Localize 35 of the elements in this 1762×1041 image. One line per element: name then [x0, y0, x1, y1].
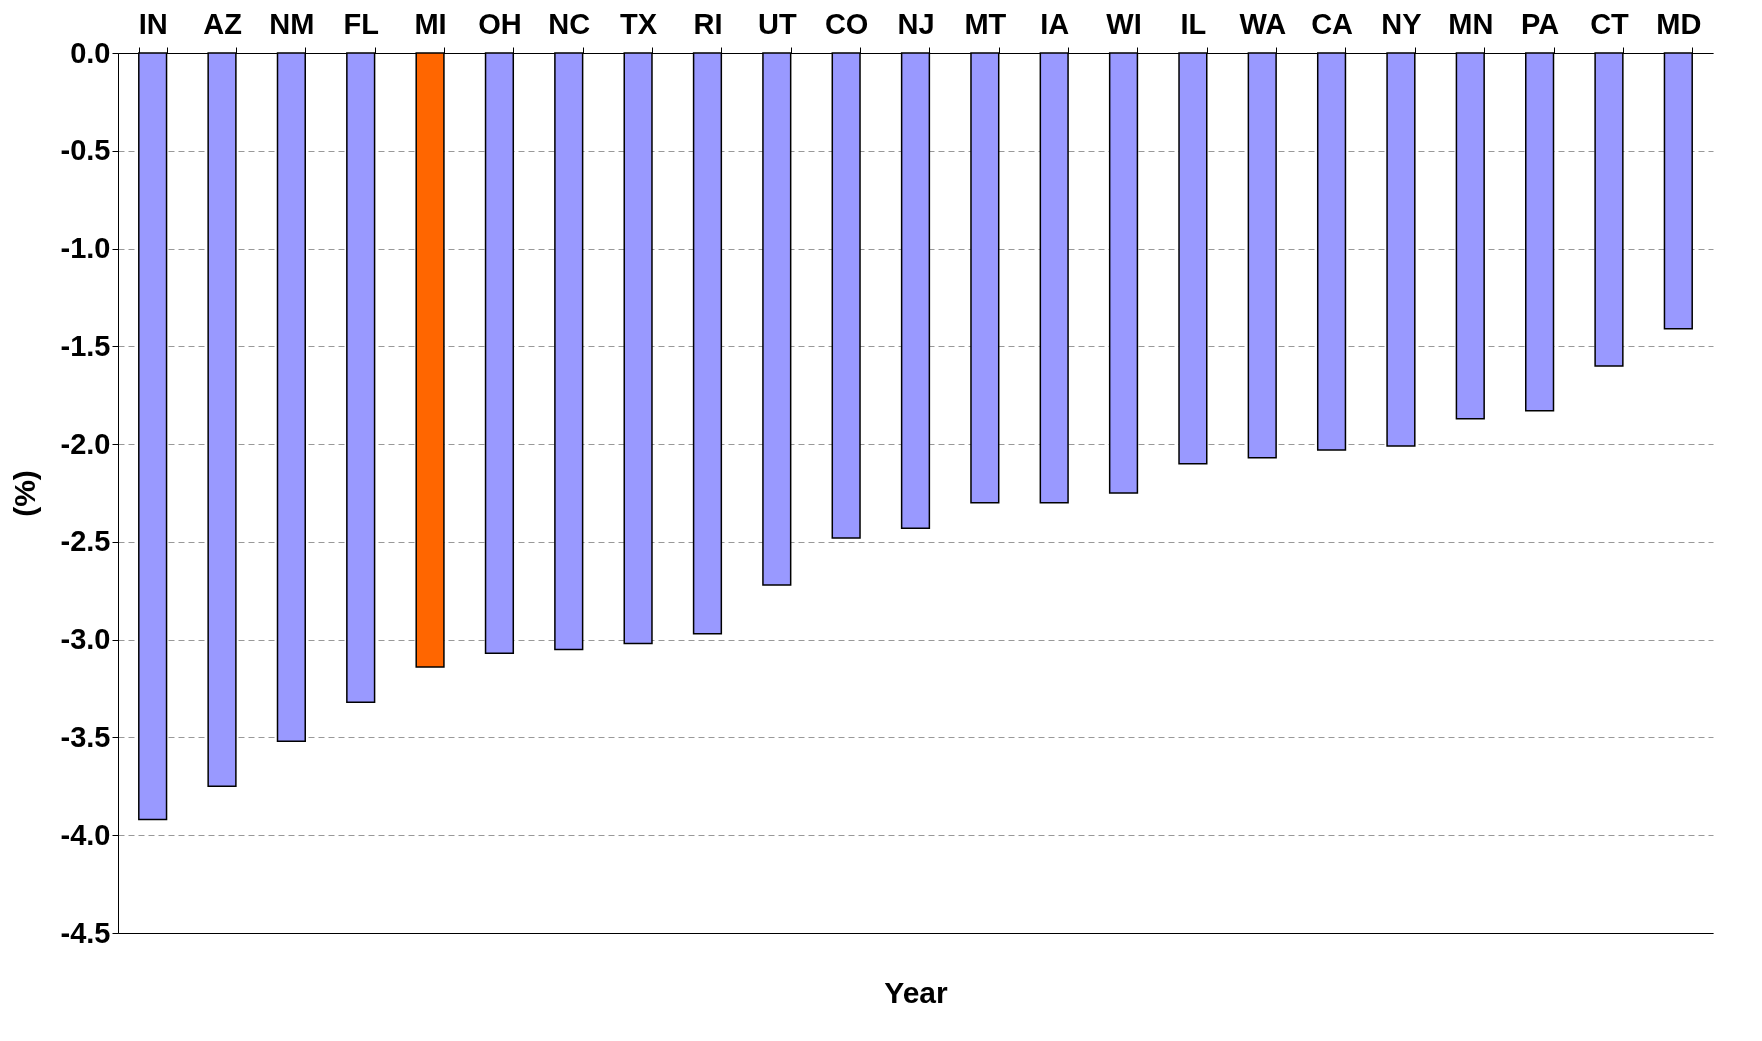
x-tick-label: FL [343, 7, 379, 40]
x-tick-label: MD [1656, 7, 1702, 40]
x-tick-label: WI [1106, 7, 1142, 40]
x-tick-label: NM [269, 7, 315, 40]
x-tick-label: CT [1590, 7, 1630, 40]
x-tick-label: TX [620, 7, 658, 40]
x-tick-label: NC [548, 7, 591, 40]
x-tick-label: IN [138, 7, 168, 40]
x-tick-label: NJ [897, 7, 935, 40]
y-tick-label: -0.5 [60, 134, 111, 167]
x-tick-label: PA [1521, 7, 1560, 40]
y-tick-label: -2.0 [60, 427, 111, 460]
y-axis-title: (%) [7, 470, 41, 517]
x-tick-label: IL [1180, 7, 1207, 40]
y-tick-label: -1.5 [60, 329, 111, 362]
y-tick-label: -4.0 [60, 818, 111, 851]
y-tick-label: -1.0 [60, 232, 111, 265]
y-tick-label: -3.0 [60, 623, 111, 656]
x-tick-label: OH [478, 7, 522, 40]
x-tick-label: RI [693, 7, 723, 40]
x-tick-label: UT [757, 7, 797, 40]
x-tick-label: AZ [203, 7, 242, 40]
x-tick-label: MT [964, 7, 1007, 40]
x-tick-label: MN [1448, 7, 1494, 40]
y-tick-label: -2.5 [60, 525, 111, 558]
x-tick-label: NY [1381, 7, 1422, 40]
x-tick-label: IA [1040, 7, 1070, 40]
x-tick-label: CA [1311, 7, 1354, 40]
x-tick-label: WA [1239, 7, 1287, 40]
y-tick-label: -4.5 [60, 916, 111, 949]
x-axis-title: Year [884, 975, 949, 1009]
y-tick-label: -3.5 [60, 720, 111, 753]
x-tick-label: CO [824, 7, 869, 40]
x-tick-label: MI [414, 7, 447, 40]
y-tick-label: 0.0 [70, 36, 111, 69]
